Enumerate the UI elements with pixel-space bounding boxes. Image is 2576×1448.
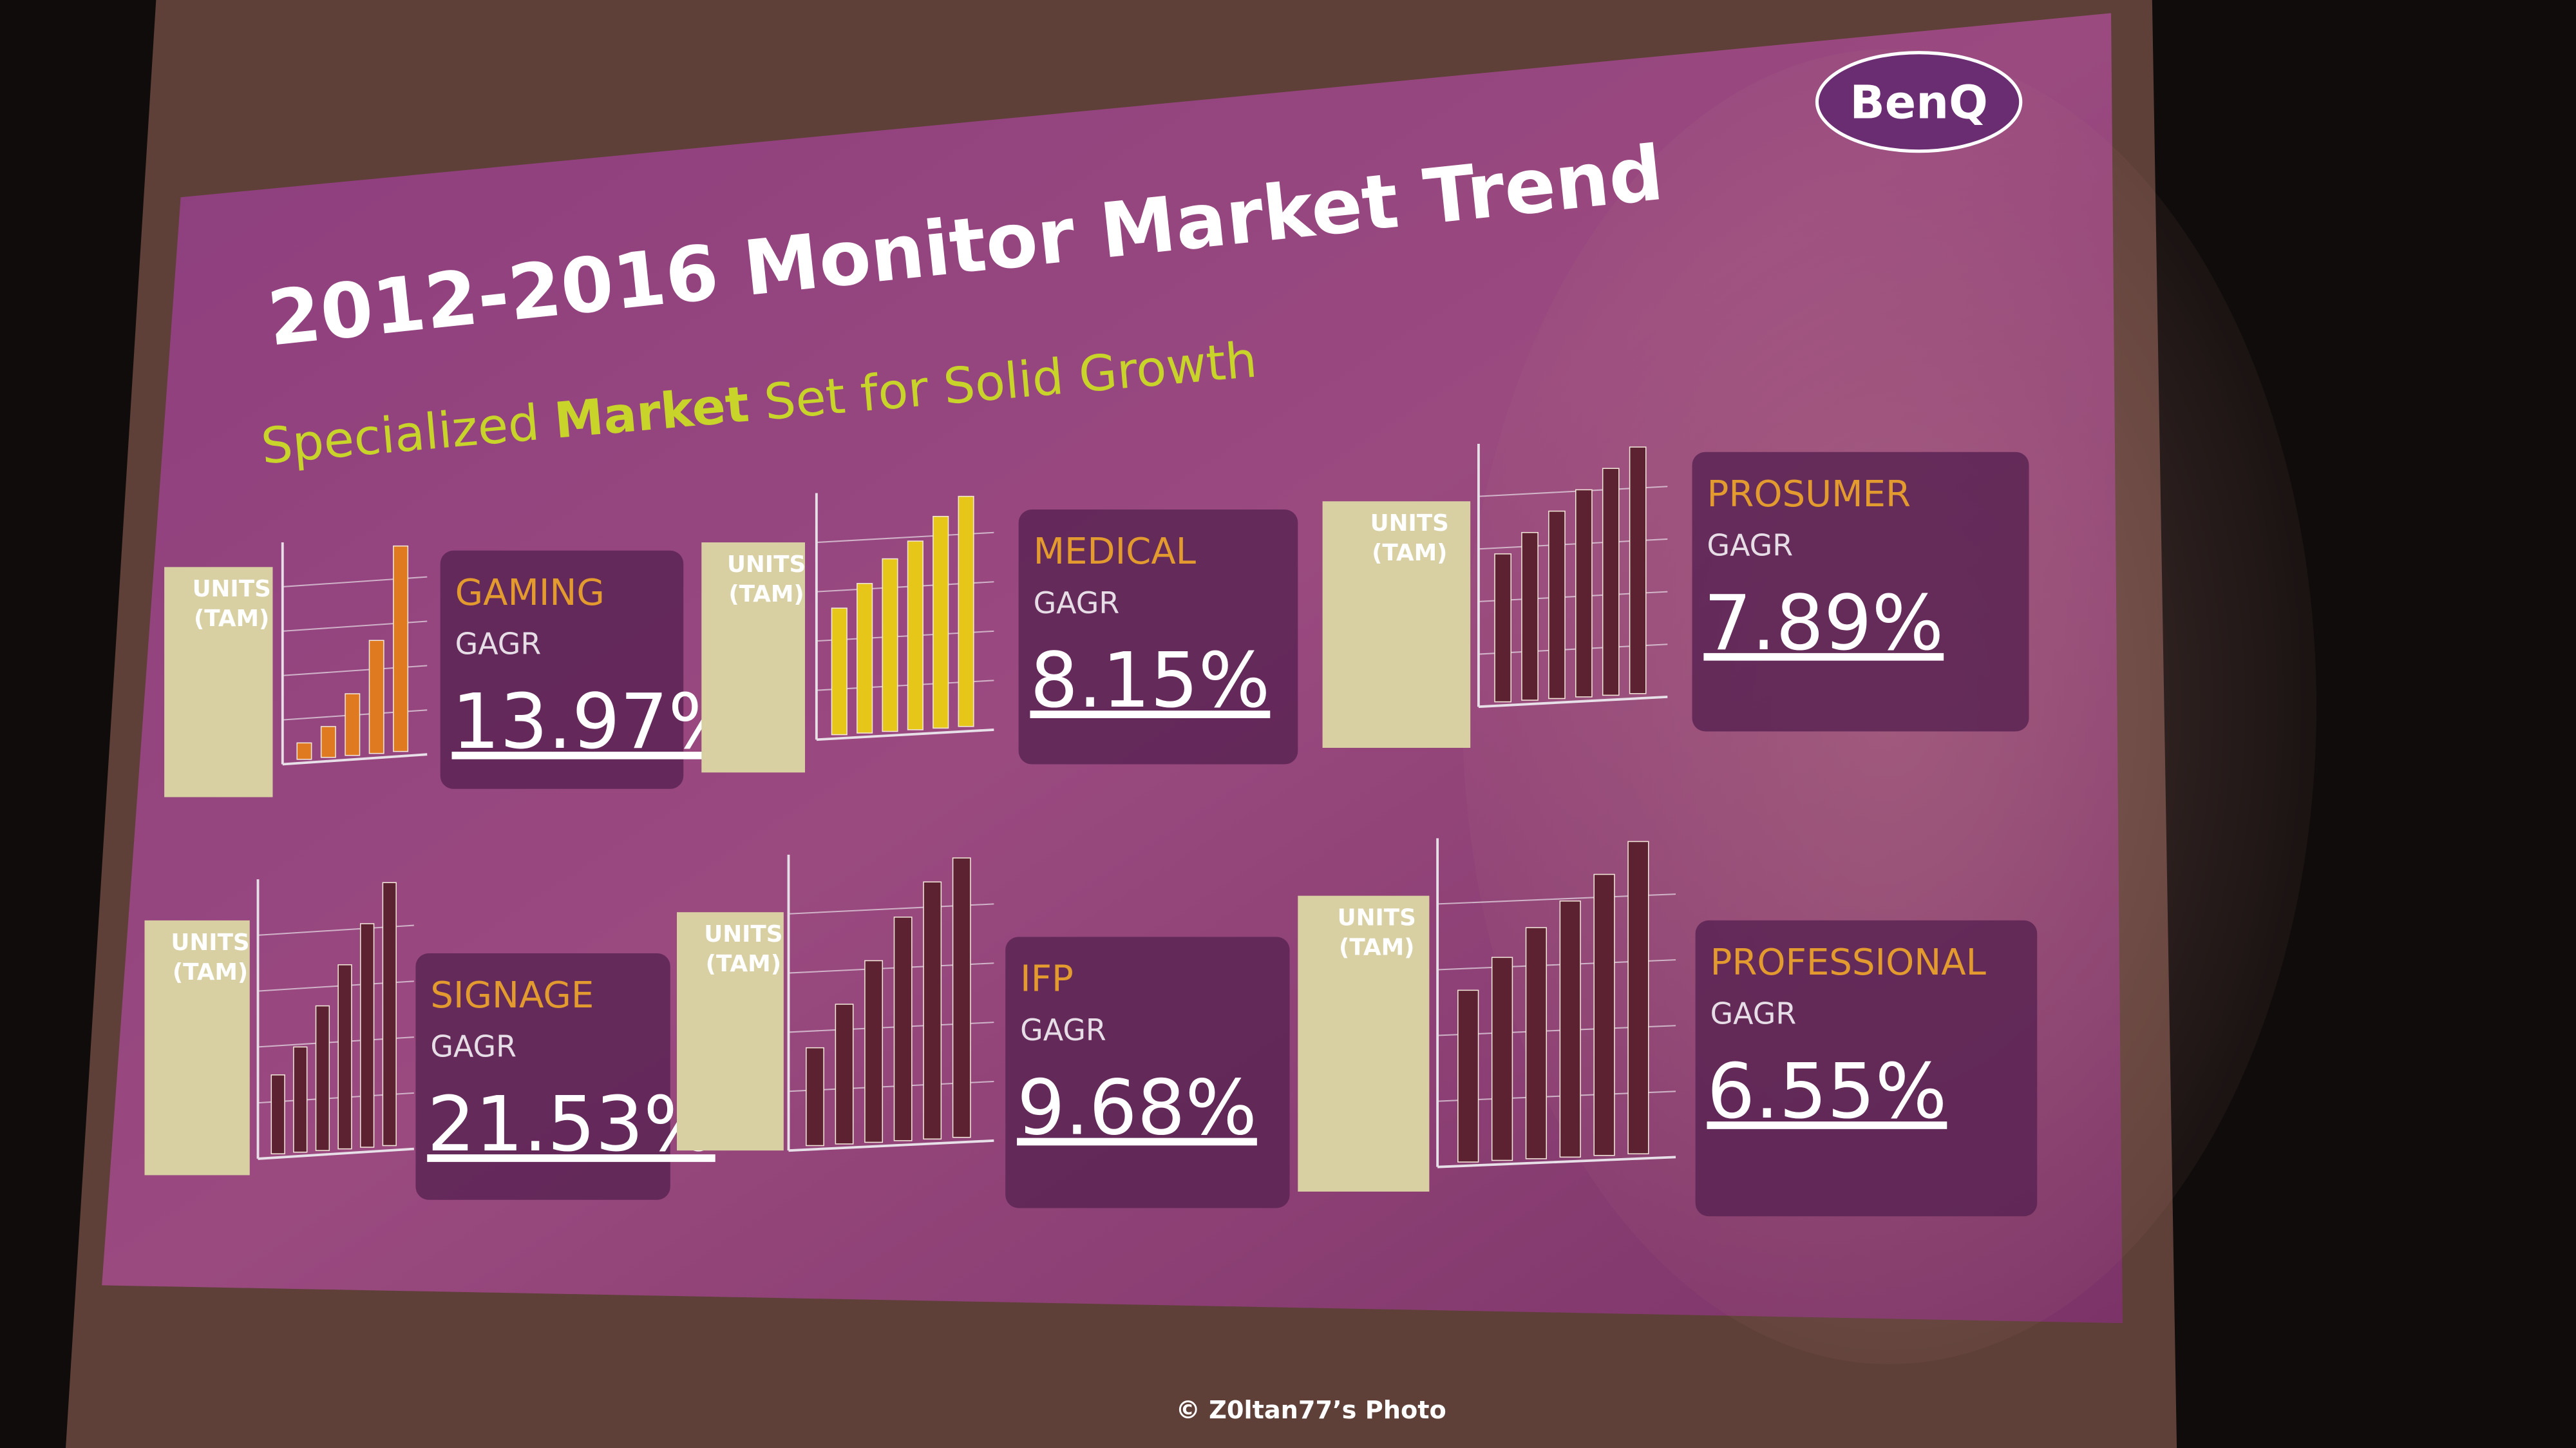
panel-name: IFP: [1020, 958, 1074, 1000]
metric-label: GAGR: [1707, 528, 1794, 562]
growth-value: 21.53%: [427, 1080, 715, 1168]
bar: [958, 495, 974, 727]
chart-axis: [258, 1147, 414, 1160]
axis-label: (TAM): [728, 581, 804, 607]
panel-name: MEDICAL: [1034, 531, 1196, 573]
bar: [1602, 468, 1620, 696]
axis-box: [144, 920, 250, 1176]
bar: [382, 882, 397, 1147]
growth-value: 9.68%: [1017, 1064, 1257, 1152]
bar: [270, 1074, 285, 1155]
axis-label: (TAM): [194, 605, 269, 632]
axis-box: [701, 542, 805, 773]
axis-box: [1322, 501, 1471, 748]
bar: [393, 545, 409, 752]
chart-axis: [282, 753, 428, 766]
bar: [907, 540, 923, 730]
metric-label: GAGR: [1034, 586, 1120, 620]
stat-card: [1005, 937, 1290, 1208]
bar: [857, 583, 873, 734]
axis-box: [677, 912, 784, 1151]
axis-label: UNITS: [171, 929, 249, 956]
bar: [806, 1047, 824, 1147]
growth-value: 8.15%: [1030, 636, 1270, 725]
axis-label: (TAM): [706, 951, 781, 977]
stat-card: [1695, 920, 2038, 1217]
bar: [952, 857, 971, 1138]
axis-label: UNITS: [1338, 905, 1416, 931]
bar: [831, 607, 848, 736]
bar: [933, 515, 949, 729]
bar: [1521, 531, 1539, 701]
bar: [296, 742, 312, 760]
bar: [882, 558, 898, 732]
bar: [835, 1004, 854, 1145]
axis-label: UNITS: [193, 576, 271, 602]
bar: [1525, 927, 1548, 1159]
bar: [1548, 510, 1566, 700]
bar: [360, 923, 375, 1148]
credit: © Z0ltan77’s Photo: [1176, 1396, 1446, 1425]
metric-label: GAGR: [1710, 996, 1797, 1031]
bar: [1494, 553, 1511, 703]
axis-box: [164, 567, 273, 797]
axis-label: (TAM): [1339, 935, 1414, 961]
chart-axis: [1437, 1156, 1676, 1168]
axis-label: (TAM): [173, 959, 248, 986]
bar: [1575, 489, 1593, 698]
bar: [337, 964, 352, 1150]
panel-name: PROFESSIONAL: [1710, 942, 1986, 984]
bar: [864, 960, 884, 1143]
axis-label: UNITS: [1370, 510, 1449, 537]
axis-label: (TAM): [1372, 540, 1447, 566]
bar: [345, 693, 361, 756]
logo: BenQ: [1850, 76, 1987, 129]
metric-label: GAGR: [430, 1029, 516, 1064]
bar: [320, 726, 336, 758]
bar: [1491, 957, 1513, 1161]
bar: [293, 1046, 308, 1153]
bar: [1629, 446, 1647, 694]
growth-value: 6.55%: [1707, 1047, 1947, 1136]
growth-value: 13.97%: [452, 678, 740, 766]
chart-axis: [816, 729, 994, 741]
growth-value: 7.89%: [1703, 579, 1944, 667]
axis-label: UNITS: [727, 551, 806, 578]
stat-card: [1018, 510, 1298, 765]
panel-name: PROSUMER: [1707, 473, 1911, 515]
chart-axis: [1478, 695, 1668, 709]
axis-label: UNITS: [704, 921, 782, 948]
bar: [1559, 900, 1581, 1158]
metric-label: GAGR: [455, 627, 542, 662]
bar: [368, 640, 384, 754]
axis-box: [1298, 895, 1430, 1192]
stat-card: [1692, 452, 2029, 732]
bar: [1457, 989, 1479, 1163]
logo-badge: [1815, 51, 2023, 153]
bar: [1593, 873, 1615, 1156]
chart-axis: [788, 1139, 994, 1152]
metric-label: GAGR: [1020, 1013, 1106, 1047]
bar: [1627, 841, 1649, 1155]
panel-name: SIGNAGE: [430, 975, 594, 1016]
panel-name: GAMING: [455, 572, 605, 614]
bar: [315, 1005, 330, 1151]
stat-card: [415, 953, 670, 1200]
stat-card: [440, 550, 684, 789]
bar: [923, 881, 942, 1140]
bar: [893, 917, 913, 1141]
